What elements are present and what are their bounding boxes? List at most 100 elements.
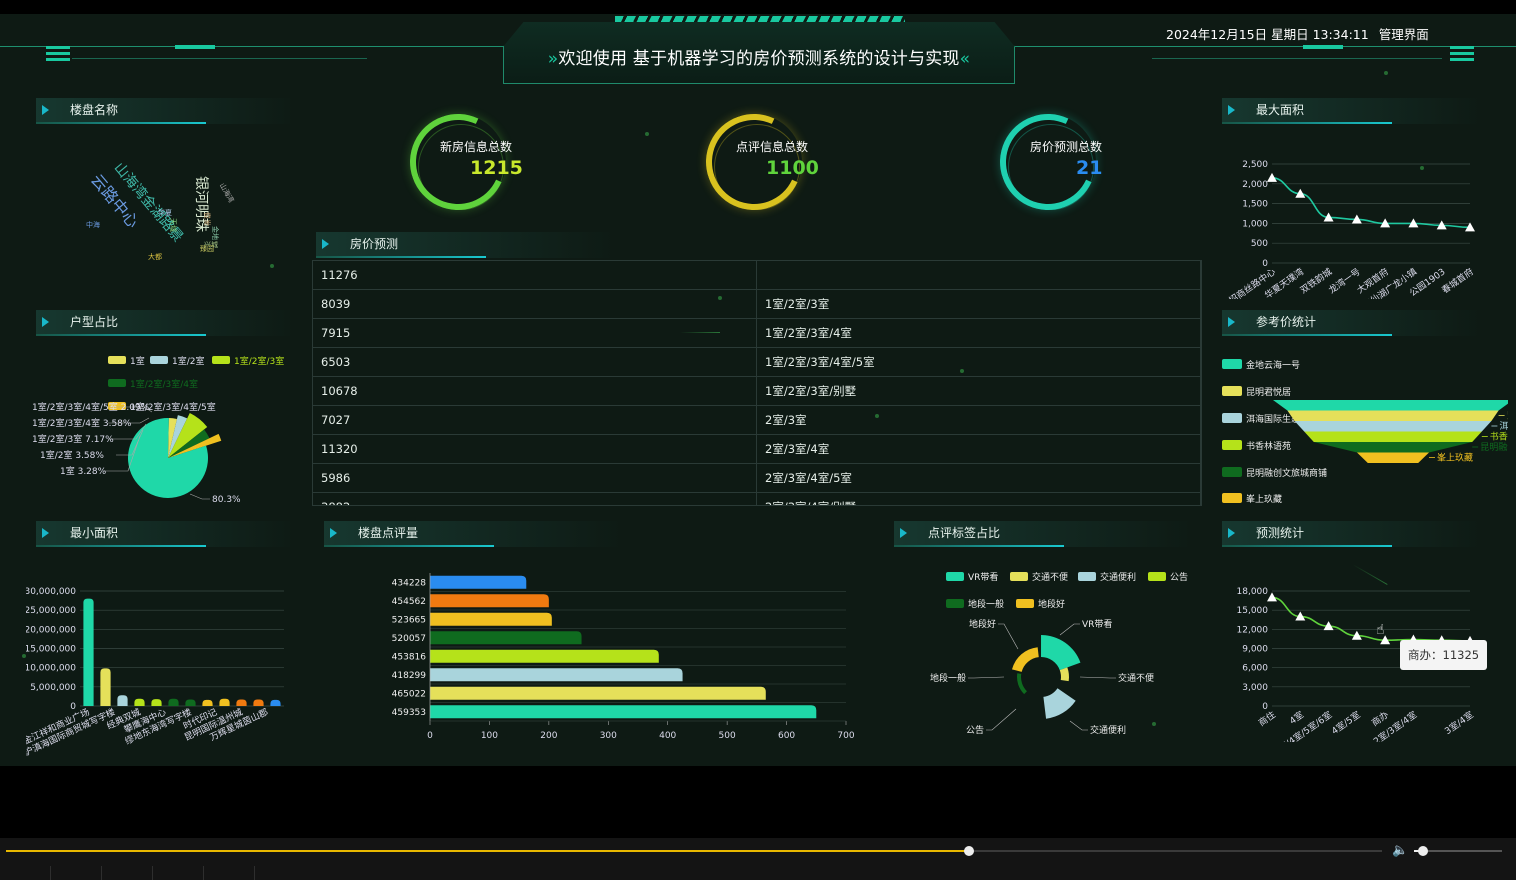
table-row[interactable]: 11320 2室/3室/4室	[313, 435, 1201, 464]
bar[interactable]	[253, 699, 264, 706]
bar[interactable]	[151, 699, 162, 706]
table-row[interactable]: 38822室/3室/4室/别墅	[313, 493, 1201, 505]
legend-swatch[interactable]	[1222, 386, 1242, 396]
data-point[interactable]	[1408, 218, 1419, 228]
bar[interactable]	[430, 631, 582, 645]
legend-swatch[interactable]	[108, 402, 126, 410]
pie-slice[interactable]	[128, 418, 209, 498]
bar[interactable]	[185, 699, 196, 706]
bar[interactable]	[236, 699, 247, 706]
legend-label[interactable]: 昆明融创文旅城商铺	[1246, 467, 1327, 479]
taskbar-slot[interactable]	[102, 866, 153, 880]
rose-slice[interactable]	[1041, 635, 1081, 671]
legend-label[interactable]: 1室/2室/3室/4室	[130, 378, 198, 390]
bar[interactable]	[430, 686, 766, 700]
table-row[interactable]: 7915 1室/2室/3室/4室	[313, 319, 1201, 348]
taskbar-slot[interactable]	[0, 866, 51, 880]
legend-label[interactable]: 昆明君悦居	[1246, 386, 1291, 398]
data-point[interactable]	[1465, 222, 1475, 232]
bar[interactable]	[219, 698, 230, 706]
legend-swatch[interactable]	[946, 572, 964, 581]
legend-label[interactable]: 1室/2室	[172, 355, 205, 367]
funnel-segment[interactable]	[1287, 410, 1499, 422]
bar[interactable]	[168, 698, 179, 706]
data-point[interactable]	[1436, 220, 1447, 230]
funnel-segment[interactable]	[1294, 421, 1492, 432]
legend-label[interactable]: 交通便利	[1100, 571, 1136, 583]
volume-icon[interactable]: 🔈	[1392, 843, 1409, 858]
legend-swatch[interactable]	[1222, 493, 1242, 503]
bar[interactable]	[430, 649, 659, 663]
bar[interactable]	[430, 575, 527, 589]
data-point[interactable]	[1380, 218, 1391, 228]
funnel-segment[interactable]	[1357, 452, 1429, 464]
seek-handle[interactable]	[964, 846, 974, 856]
bar[interactable]	[100, 668, 111, 706]
legend-swatch[interactable]	[212, 356, 230, 364]
legend-swatch[interactable]	[108, 356, 126, 364]
funnel-segment[interactable]	[1304, 431, 1482, 443]
legend-swatch[interactable]	[1222, 359, 1242, 369]
volume-slider[interactable]	[1414, 846, 1502, 856]
funnel-segment[interactable]	[1313, 442, 1473, 453]
pie-slice[interactable]	[168, 418, 177, 458]
legend-swatch[interactable]	[1222, 413, 1242, 423]
legend-label[interactable]: 1室/2室/3室/4室/5室	[130, 401, 216, 413]
funnel-segment[interactable]	[1273, 400, 1508, 411]
pie-slice[interactable]	[168, 415, 188, 458]
legend-swatch[interactable]	[1222, 467, 1242, 477]
legend-label[interactable]: 地段一般	[968, 598, 1004, 610]
taskbar-slot[interactable]	[51, 866, 102, 880]
bar[interactable]	[134, 698, 145, 706]
rose-slice[interactable]	[1059, 667, 1069, 682]
data-point[interactable]	[1295, 188, 1306, 198]
legend-label[interactable]: 交通不便	[1032, 571, 1068, 583]
legend-swatch[interactable]	[1148, 572, 1166, 581]
rose-slice[interactable]	[1027, 691, 1042, 697]
table-row[interactable]: 10678 1室/2室/3室/别墅	[313, 377, 1201, 406]
data-point[interactable]	[1323, 621, 1334, 631]
legend-label[interactable]: 峯上玖藏	[1246, 493, 1282, 505]
legend-label[interactable]: 书香林语苑	[1246, 440, 1291, 452]
pie-slice[interactable]	[168, 429, 210, 458]
rose-slice[interactable]	[1017, 673, 1027, 695]
seek-bar[interactable]	[6, 846, 1382, 856]
legend-swatch[interactable]	[1010, 572, 1028, 581]
bar[interactable]	[430, 612, 552, 626]
bar[interactable]	[83, 598, 94, 706]
legend-swatch[interactable]	[1016, 599, 1034, 608]
bar[interactable]	[202, 699, 213, 706]
data-point[interactable]	[1267, 172, 1277, 182]
bar[interactable]	[430, 705, 817, 719]
legend-label[interactable]: 金地云海一号	[1246, 359, 1300, 371]
taskbar-slot[interactable]	[204, 866, 255, 880]
pie-slice[interactable]	[168, 433, 222, 458]
pie-slice[interactable]	[168, 413, 208, 458]
legend-swatch[interactable]	[150, 356, 168, 364]
rose-slice[interactable]	[1011, 647, 1039, 672]
legend-label[interactable]: 地段好	[1038, 598, 1065, 610]
taskbar-slot[interactable]	[153, 866, 204, 880]
legend-label[interactable]: 公告	[1170, 571, 1188, 583]
volume-handle[interactable]	[1418, 846, 1428, 856]
table-row[interactable]: 8039 1室/2室/3室	[313, 290, 1201, 319]
bar[interactable]	[430, 594, 549, 608]
data-point[interactable]	[1380, 635, 1391, 645]
legend-swatch[interactable]	[1078, 572, 1096, 581]
data-point[interactable]	[1295, 611, 1306, 621]
data-point[interactable]	[1351, 214, 1362, 224]
legend-swatch[interactable]	[946, 599, 964, 608]
data-point[interactable]	[1323, 212, 1334, 222]
data-point[interactable]	[1267, 592, 1277, 602]
bar[interactable]	[430, 668, 683, 682]
table-row[interactable]: 7027 2室/3室	[313, 406, 1201, 435]
bar[interactable]	[117, 695, 128, 706]
data-point[interactable]	[1351, 630, 1362, 640]
admin-link[interactable]: 管理界面	[1378, 27, 1429, 42]
legend-label[interactable]: 1室	[130, 355, 145, 367]
legend-label[interactable]: 1室/2室/3室	[234, 355, 284, 367]
rose-slice[interactable]	[1043, 688, 1076, 719]
table-row[interactable]: 11276	[313, 261, 1201, 290]
table-row[interactable]: 6503 1室/2室/3室/4室/5室	[313, 348, 1201, 377]
legend-swatch[interactable]	[108, 379, 126, 387]
